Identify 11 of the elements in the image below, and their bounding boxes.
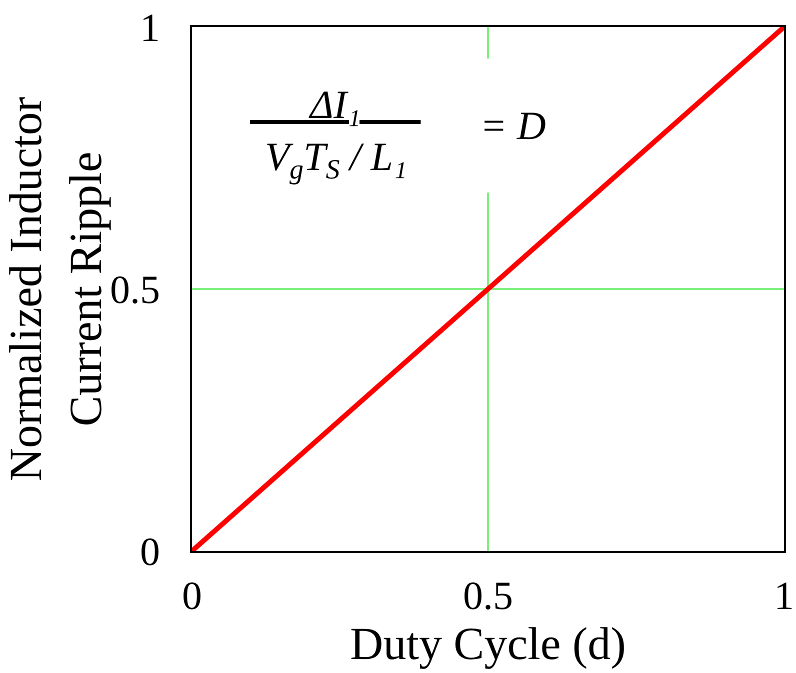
y-axis-title: Normalized Inductor Current Ripple bbox=[0, 96, 111, 482]
x-tick-label: 0.5 bbox=[463, 573, 513, 618]
x-axis-title: Duty Cycle (d) bbox=[350, 618, 626, 669]
annotation: = D bbox=[480, 103, 546, 148]
x-tick-label: 0 bbox=[182, 573, 202, 618]
annotation: V$_{g}$T$_{S}$ / L₁ bbox=[265, 134, 407, 186]
x-tick-label: 1 bbox=[774, 573, 794, 618]
annotation: ΔI₁ bbox=[250, 82, 421, 127]
y-tick-label: 1 bbox=[140, 5, 160, 50]
y-tick-label: 0.5 bbox=[110, 267, 160, 312]
y-tick-label: 0 bbox=[140, 529, 160, 574]
